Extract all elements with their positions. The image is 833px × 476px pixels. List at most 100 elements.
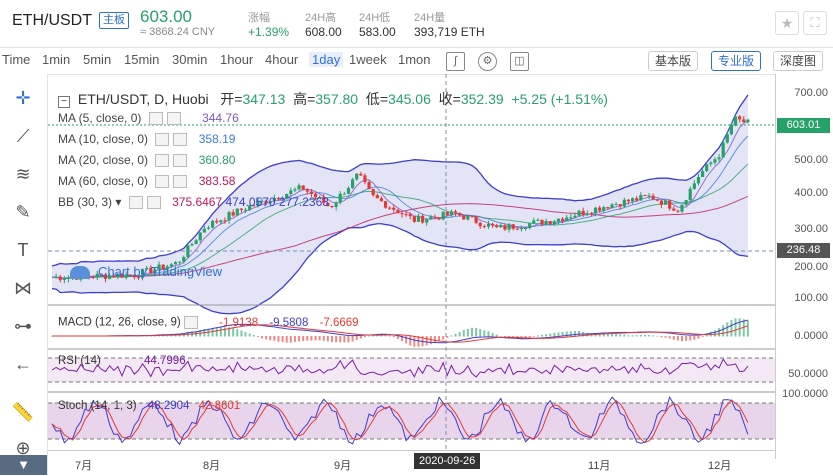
macd-signal-value: -7.6669 xyxy=(319,316,359,329)
close-icon[interactable] xyxy=(166,112,181,126)
tradingview-watermark[interactable]: Chart by TradingView xyxy=(70,264,222,280)
trendline-icon[interactable]: ⟋ xyxy=(16,126,30,146)
chevron-down-icon[interactable]: ▾ xyxy=(115,195,122,209)
interval-1day[interactable]: 1day xyxy=(309,52,344,67)
rsi-legend[interactable]: RSI (14) 44.7996 xyxy=(58,355,186,367)
price-axis[interactable]: 700.00 500.00 400.00 300.00 200.00 100.0… xyxy=(775,74,833,459)
stoch-legend[interactable]: Stoch (14, 1, 3) 48.2904 42.8601 xyxy=(58,400,240,412)
macd-histogram-bar xyxy=(405,336,408,344)
view-depth-button[interactable]: 深度图 xyxy=(773,51,824,71)
interval-1hour[interactable]: 1hour xyxy=(220,52,254,67)
macd-histogram-bar xyxy=(738,318,741,337)
macd-histogram-bar xyxy=(318,336,321,341)
ruler-icon[interactable]: 📏 xyxy=(11,402,35,422)
candle-body xyxy=(136,277,141,279)
eye-icon[interactable] xyxy=(155,133,170,147)
candle-body xyxy=(54,276,58,278)
fibonacci-icon[interactable]: ≋ xyxy=(15,164,31,184)
eye-icon[interactable] xyxy=(148,112,163,126)
candle-body xyxy=(91,276,95,278)
ma20-legend[interactable]: MA (20, close, 0) 360.80 xyxy=(58,153,235,168)
macd-histogram-bar xyxy=(466,328,469,337)
macd-histogram-bar xyxy=(689,336,692,341)
candle-body xyxy=(425,219,429,223)
candle-body xyxy=(429,216,433,220)
back-arrow-icon[interactable]: ← xyxy=(14,354,32,374)
candle-body xyxy=(128,274,132,276)
eye-icon[interactable] xyxy=(155,175,170,189)
bb-legend[interactable]: BB (30, 3) ▾ 375.6467 474.0570 277.2363 xyxy=(58,195,329,210)
measure-icon[interactable]: ⊶ xyxy=(14,316,32,336)
collapse-toolbar-icon[interactable]: ▼ xyxy=(0,455,47,475)
star-icon[interactable]: ★ xyxy=(775,11,799,35)
macd-histogram-bar xyxy=(281,336,284,342)
macd-histogram-bar xyxy=(314,336,317,341)
candle-body xyxy=(441,211,445,220)
interval-1min[interactable]: 1min xyxy=(42,52,71,67)
candle-body xyxy=(598,207,602,211)
close-icon[interactable] xyxy=(173,133,188,147)
macd-histogram-bar xyxy=(372,334,375,337)
ma10-legend[interactable]: MA (10, close, 0) 358.19 xyxy=(58,132,235,147)
interval-15min[interactable]: 15min xyxy=(124,52,160,67)
pair-name[interactable]: ETH/USDT xyxy=(12,12,92,29)
close-icon[interactable] xyxy=(173,154,188,168)
eye-icon[interactable] xyxy=(128,196,143,210)
candle-body xyxy=(503,225,507,230)
settings-icon[interactable]: ⚙ xyxy=(478,52,497,71)
interval-1week[interactable]: 1week xyxy=(349,52,387,67)
candle-body xyxy=(412,216,416,222)
close-icon[interactable] xyxy=(146,196,161,210)
price-chart[interactable] xyxy=(48,74,775,459)
indicator-icon[interactable]: ∫ xyxy=(446,52,465,71)
time-tick: 8月 xyxy=(203,460,221,472)
macd-histogram-bar xyxy=(660,336,663,338)
stoch-axis-tick: 100.0000 xyxy=(782,388,828,400)
candle-body xyxy=(198,232,202,241)
view-pro-button[interactable]: 专业版 xyxy=(711,51,762,71)
zoom-icon[interactable]: ⊕ xyxy=(15,438,31,458)
macd-histogram-bar xyxy=(615,333,618,337)
macd-line-value: -9.5808 xyxy=(269,316,309,329)
stat-label-low: 24H低 xyxy=(359,12,391,24)
candle-body xyxy=(449,211,454,216)
stoch-d-value: 42.8601 xyxy=(198,400,241,412)
macd-histogram-bar xyxy=(355,336,358,340)
collapse-legend-icon[interactable]: − xyxy=(58,96,70,108)
text-icon[interactable]: T xyxy=(17,240,29,260)
candle-body xyxy=(346,187,351,194)
macd-histogram-bar xyxy=(232,327,235,337)
candle-body xyxy=(388,207,392,209)
candle-body xyxy=(190,244,194,246)
macd-signal-line xyxy=(52,324,749,343)
macd-histogram-bar xyxy=(433,336,436,343)
candle-body xyxy=(528,223,532,229)
ma5-legend[interactable]: MA (5, close, 0) 344.76 xyxy=(58,111,239,126)
interval-time[interactable]: Time xyxy=(2,52,31,67)
candle-body xyxy=(672,208,676,211)
screenshot-icon[interactable]: ◫ xyxy=(510,52,529,71)
fullscreen-icon[interactable]: ⛶ xyxy=(803,11,827,35)
time-axis[interactable]: 7月 8月 9月 2020-09-26 11月 12月 xyxy=(48,450,775,476)
macd-histogram-bar xyxy=(256,336,259,337)
candle-body xyxy=(280,198,285,200)
crosshair-icon[interactable]: ✛ xyxy=(15,88,31,108)
eye-icon[interactable] xyxy=(183,316,198,329)
ma60-legend[interactable]: MA (60, close, 0) 383.58 xyxy=(58,174,235,189)
view-basic-button[interactable]: 基本版 xyxy=(648,51,699,71)
macd-legend[interactable]: MACD (12, 26, close, 9) -1.9138 -9.5808 … xyxy=(58,316,359,329)
macd-pane xyxy=(51,318,749,347)
brush-icon[interactable]: ✎ xyxy=(15,202,31,222)
candle-body xyxy=(239,208,244,210)
interval-30min[interactable]: 30min xyxy=(172,52,208,67)
interval-5min[interactable]: 5min xyxy=(83,52,112,67)
close-icon[interactable] xyxy=(173,175,188,189)
candle-body xyxy=(272,197,276,202)
candle-body xyxy=(248,205,252,210)
candle-body xyxy=(630,198,635,202)
macd-histogram-bar xyxy=(730,320,733,337)
pattern-icon[interactable]: ⋈ xyxy=(14,278,32,298)
eye-icon[interactable] xyxy=(155,154,170,168)
interval-4hour[interactable]: 4hour xyxy=(265,52,299,67)
interval-1mon[interactable]: 1mon xyxy=(398,52,431,67)
